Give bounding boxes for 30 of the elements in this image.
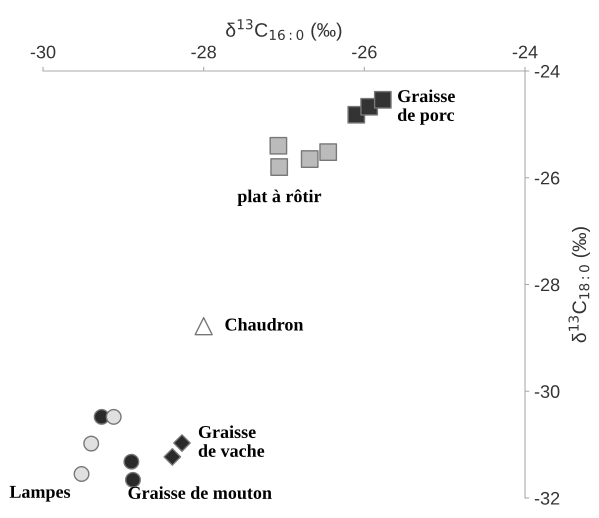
point xyxy=(319,143,338,162)
x-axis-title: δ$^{13}$C$_{16:0}$ (‰) xyxy=(226,19,342,41)
series-label: Graisse de mouton xyxy=(128,486,272,500)
point xyxy=(374,90,392,109)
point xyxy=(123,454,140,470)
point xyxy=(124,472,141,488)
point xyxy=(163,448,182,466)
series-label: Graisse de vache xyxy=(198,425,264,457)
y-tick-label: -30 xyxy=(534,385,560,398)
point xyxy=(83,436,100,452)
y-tick-label: -26 xyxy=(534,172,560,184)
y-tick-label: -28 xyxy=(534,278,560,292)
point xyxy=(74,466,90,482)
point xyxy=(300,150,319,168)
series-label: Graisse de porc xyxy=(398,89,455,125)
x-tick-label: -26 xyxy=(352,46,377,58)
point xyxy=(173,434,191,452)
x-tick-label: -24 xyxy=(512,46,538,58)
y-tick-label: -32 xyxy=(534,492,560,505)
series-label: Chaudron xyxy=(225,318,304,331)
point xyxy=(269,136,288,155)
series-label: Lampes xyxy=(10,486,70,502)
series-label: plat à rôtir xyxy=(238,189,322,206)
point xyxy=(194,316,213,336)
y-axis-title: δ$^{13}$C$_{18:0}$ (‰) xyxy=(568,227,590,342)
point xyxy=(270,158,288,176)
point xyxy=(106,408,122,425)
x-tick-label: -30 xyxy=(30,46,56,58)
y-tick-label: -24 xyxy=(534,64,560,78)
x-tick-label: -28 xyxy=(191,46,216,58)
